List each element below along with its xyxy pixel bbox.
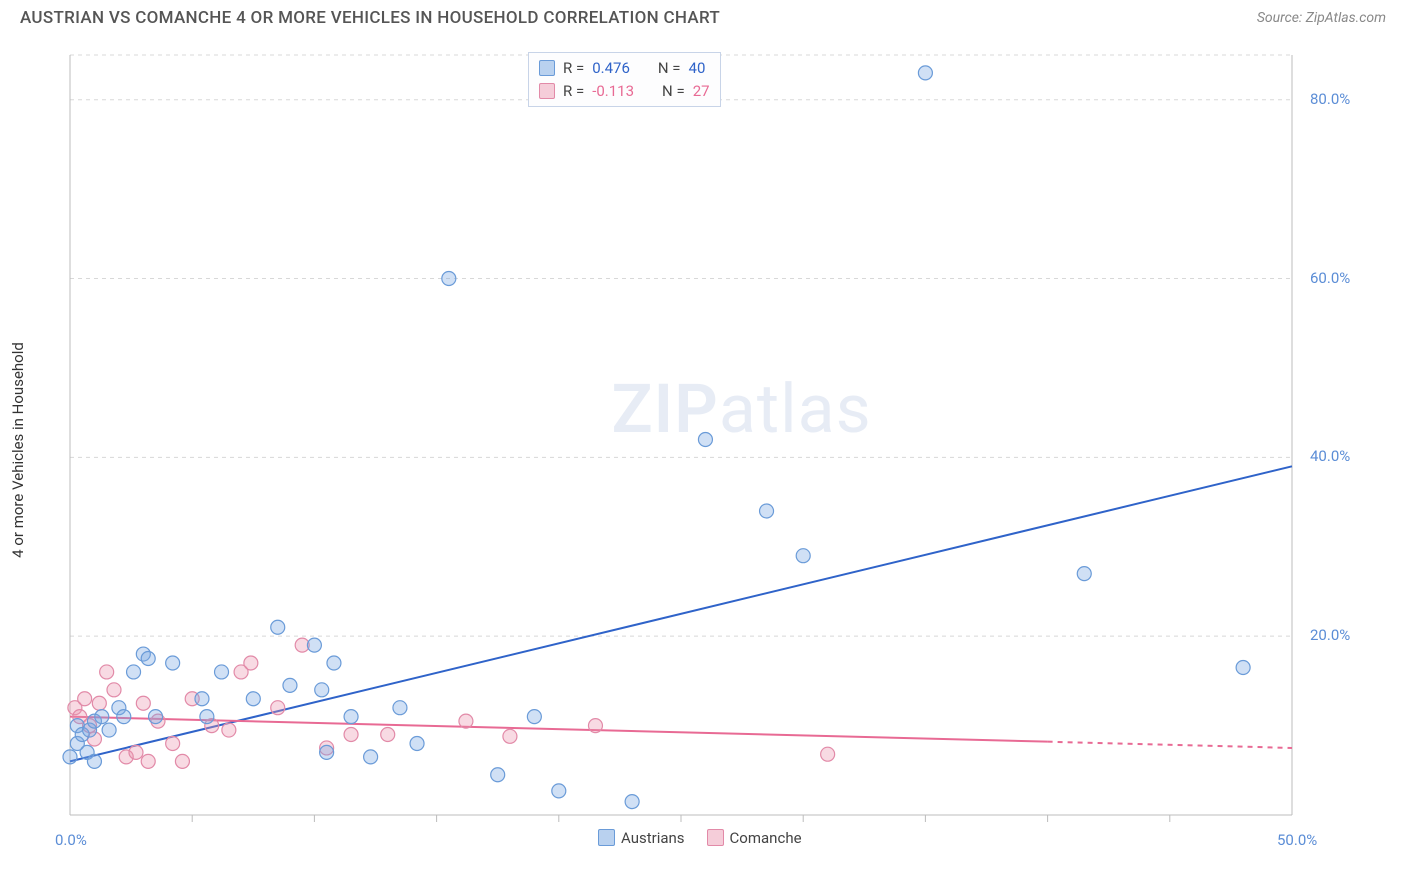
y-tick-label: 60.0% — [1310, 269, 1350, 287]
swatch-icon — [598, 829, 615, 846]
legend-item-comanche: Comanche — [707, 829, 802, 847]
stat-row-comanche: R = -0.113N = 27 — [539, 80, 710, 103]
chart-title: AUSTRIAN VS COMANCHE 4 OR MORE VEHICLES … — [20, 8, 720, 28]
source-label: Source: ZipAtlas.com — [1257, 10, 1386, 26]
y-tick-label: 80.0% — [1310, 90, 1350, 108]
x-tick-label: 0.0% — [55, 831, 87, 849]
legend-label: Comanche — [730, 829, 802, 847]
y-tick-label: 20.0% — [1310, 626, 1350, 644]
scatter-plot — [50, 40, 1380, 860]
x-tick-label: 50.0% — [1277, 831, 1317, 849]
swatch-icon — [539, 83, 555, 99]
legend-item-austrians: Austrians — [598, 829, 685, 847]
correlation-stats-box: R = 0.476N = 40R = -0.113N = 27 — [528, 52, 721, 107]
swatch-icon — [539, 60, 555, 76]
chart-container: 4 or more Vehicles in Household ZIPatlas… — [50, 40, 1380, 860]
legend: Austrians Comanche — [598, 829, 802, 847]
legend-label: Austrians — [621, 829, 685, 847]
stat-row-austrians: R = 0.476N = 40 — [539, 57, 710, 80]
y-tick-label: 40.0% — [1310, 447, 1350, 465]
y-axis-label: 4 or more Vehicles in Household — [9, 342, 27, 558]
swatch-icon — [707, 829, 724, 846]
